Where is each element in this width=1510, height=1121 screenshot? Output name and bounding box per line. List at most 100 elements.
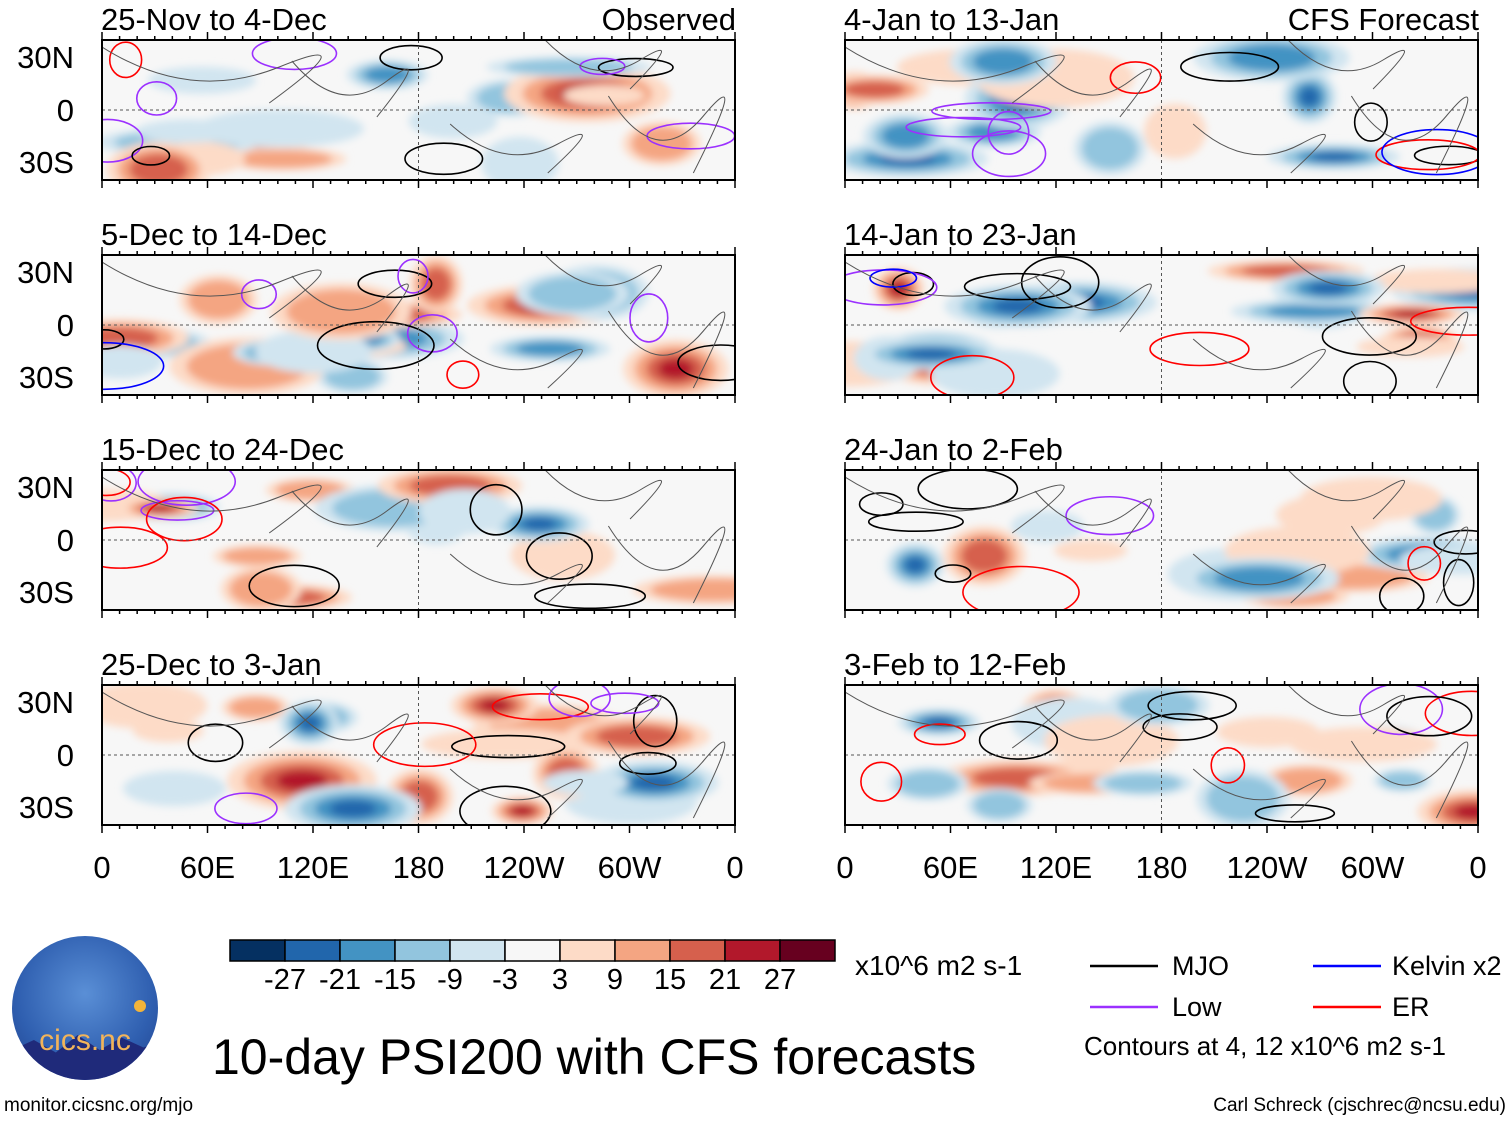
psi-anomaly-blob (222, 547, 293, 565)
contour-line (869, 268, 918, 288)
contour-line (860, 761, 903, 802)
colorbar-units: x10^6 m2 s-1 (855, 950, 1023, 981)
colorbar-tick-label: 27 (763, 964, 797, 996)
psi-anomaly-blob (231, 150, 333, 169)
contour-line (1442, 558, 1475, 607)
psi-anomaly-blob (522, 518, 557, 531)
colorbar-swatch (449, 939, 506, 962)
psi-anomaly-blob (1054, 539, 1128, 562)
contour-line (240, 279, 278, 310)
contour-line (1381, 128, 1478, 176)
coastline (544, 40, 663, 90)
contour-line (525, 532, 593, 580)
contour-line (1254, 804, 1336, 823)
panel-title: 3-Feb to 12-Feb (844, 647, 1067, 682)
colorbar-swatch (724, 939, 781, 962)
psi-anomaly-blob (1103, 773, 1182, 793)
coastline (544, 685, 663, 735)
coastline (1287, 470, 1406, 520)
contour-line (140, 499, 215, 521)
psi-anomaly-blob (147, 66, 257, 94)
psi-anomaly-blob (961, 539, 1008, 573)
panel-title: 15-Dec to 24-Dec (101, 432, 344, 467)
colorbar-swatch (559, 939, 616, 962)
psi-anomaly-blob (632, 775, 676, 791)
coastline (1350, 310, 1469, 389)
map-panel-5 (844, 247, 1479, 403)
column-label-observed: Observed (601, 2, 736, 37)
panel-title: 5-Dec to 14-Dec (101, 217, 327, 252)
contour-line (1353, 102, 1388, 142)
psi-anomaly-blob (102, 344, 163, 379)
lon-tick-label: 120E (276, 850, 350, 885)
map-panel-4 (844, 32, 1479, 188)
contour-line (131, 145, 171, 166)
contour-line (102, 341, 165, 391)
colorbar-tick-label: 15 (653, 964, 687, 996)
psi-anomaly-blob (1379, 771, 1425, 790)
contour-line (316, 320, 435, 371)
contour-line (491, 693, 590, 721)
figure-title: 10-day PSI200 with CFS forecasts (212, 1029, 977, 1085)
author-credit: Carl Schreck (cjschrec@ncsu.edu) (1213, 1095, 1506, 1116)
coastline (102, 691, 322, 749)
psi-anomaly-blob (102, 685, 208, 729)
psi-anomaly-blob (1206, 775, 1280, 822)
psi-anomaly-blob (510, 530, 616, 581)
psi-anomaly-blob (542, 770, 628, 796)
psi-anomaly-blob (889, 281, 908, 297)
psi-anomaly-blob (129, 154, 188, 180)
cics-logo: cics.nc (12, 936, 158, 1080)
coastline (1034, 705, 1152, 763)
lat-tick-label: 30S (18, 790, 74, 825)
website-link[interactable]: monitor.cicsnc.org/mjo (4, 1095, 194, 1116)
coastline (1287, 685, 1406, 735)
contour-line (1149, 331, 1250, 367)
contour-line (372, 722, 477, 768)
coastline (1287, 40, 1406, 90)
psi-anomaly-blob (973, 48, 1034, 75)
panel-title: 25-Dec to 3-Jan (101, 647, 322, 682)
colorbar-swatch (669, 939, 726, 962)
lat-tick-label: 30S (18, 145, 74, 180)
contour-line (1142, 713, 1218, 741)
coastline (544, 470, 663, 520)
psi-anomaly-blob (481, 136, 559, 180)
psi-anomaly-blob (1453, 804, 1478, 820)
coastline (291, 705, 409, 763)
psi-anomaly-blob (845, 81, 905, 98)
psi-anomaly-blob (896, 770, 960, 797)
psi-anomaly-blob (275, 480, 346, 500)
psi-anomaly-blob (123, 770, 227, 807)
contour-line (962, 565, 1080, 610)
psi-anomaly-blob (905, 557, 926, 573)
legend-er: ER (1392, 992, 1430, 1022)
psi-anomaly-blob (254, 330, 372, 374)
map-panel-6 (844, 462, 1479, 618)
coastline (1034, 60, 1152, 118)
lon-tick-label: 180 (392, 850, 445, 885)
lat-tick-label: 0 (56, 738, 74, 773)
coastline (1192, 768, 1326, 819)
contour-line (187, 723, 244, 763)
contour-line (1065, 495, 1155, 536)
coastline (291, 60, 409, 118)
psi-anomaly-blob (229, 697, 282, 718)
contour-line (251, 40, 338, 71)
contour-line (1424, 690, 1478, 737)
legend-kelvin: Kelvin x2 (1392, 951, 1502, 981)
psi-anomaly-blob (329, 800, 377, 817)
contour-line (1407, 545, 1442, 581)
contour-line (987, 110, 1030, 155)
contour-line (1409, 306, 1478, 336)
panel-title: 25-Nov to 4-Dec (101, 2, 327, 37)
contour-line (357, 269, 433, 299)
psi-anomaly-blob (136, 119, 241, 143)
lat-tick-label: 30N (17, 470, 74, 505)
coastline (607, 740, 726, 819)
coastline (607, 310, 726, 389)
coastline (102, 476, 322, 534)
colorbar-tick-label: -15 (374, 964, 416, 996)
